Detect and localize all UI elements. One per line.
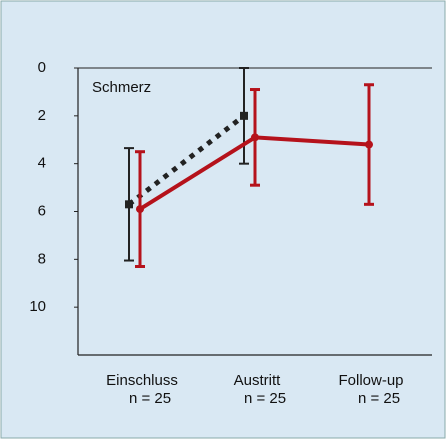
y-tick-label: 6 bbox=[38, 202, 46, 219]
y-tick-label: 10 bbox=[29, 298, 46, 315]
point bbox=[125, 200, 133, 209]
annotation: Schmerz bbox=[92, 79, 151, 96]
y-tick-label: 2 bbox=[38, 107, 46, 124]
point bbox=[251, 133, 259, 142]
y-tick-label: 4 bbox=[38, 155, 46, 172]
sample-label: n = 25 bbox=[129, 390, 171, 407]
point bbox=[365, 140, 373, 149]
y-tick-label: 8 bbox=[38, 250, 46, 267]
point bbox=[136, 205, 144, 214]
series-line bbox=[127, 113, 246, 207]
sample-label: n = 25 bbox=[244, 390, 286, 407]
y-tick-label: 0 bbox=[38, 59, 46, 76]
x-tick-label: Follow-up bbox=[338, 372, 403, 389]
x-tick-label: Austritt bbox=[234, 372, 282, 389]
point bbox=[240, 111, 248, 120]
x-tick-label: Einschluss bbox=[106, 372, 178, 389]
sample-label: n = 25 bbox=[358, 390, 400, 407]
